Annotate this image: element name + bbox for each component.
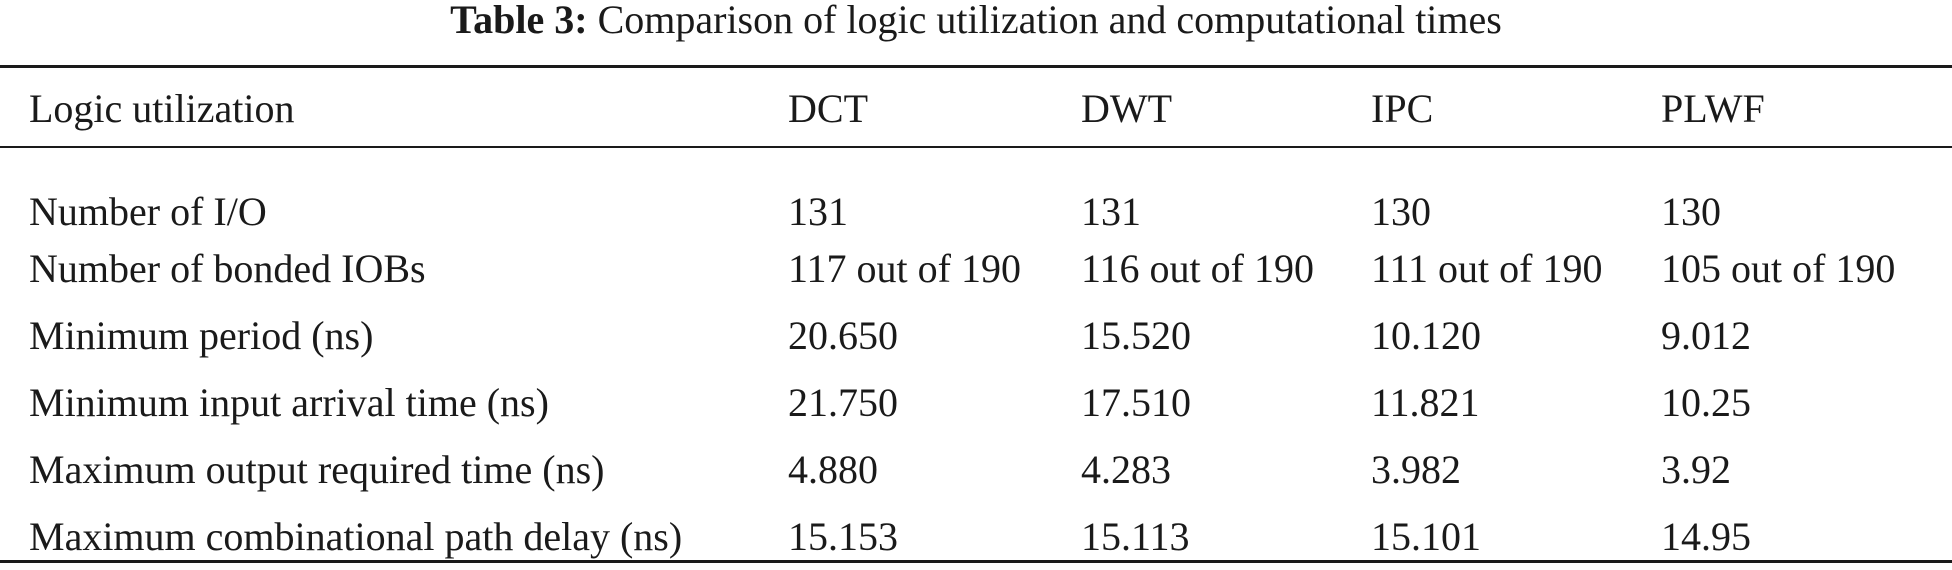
table-cell: 10.120 (1371, 313, 1481, 358)
header-rule (0, 146, 1952, 148)
table-cell: 15.520 (1081, 313, 1191, 358)
table-cell: 9.012 (1661, 313, 1751, 358)
table-cell: 111 out of 190 (1371, 246, 1603, 291)
table-cell: 4.880 (788, 447, 878, 492)
row-label: Minimum period (ns) (29, 313, 374, 358)
table-cell: 3.92 (1661, 447, 1731, 492)
row-label: Number of I/O (29, 189, 267, 234)
table-cell: 117 out of 190 (788, 246, 1021, 291)
table-caption: Table 3: Comparison of logic utilization… (0, 0, 1952, 44)
table-header-row: Logic utilization DCT DWT IPC PLWF (0, 0, 1952, 148)
table-cell: 21.750 (788, 380, 898, 425)
table-row: Number of I/O 131 131 130 130 (0, 148, 1952, 235)
top-rule (0, 65, 1952, 68)
table-cell: 15.113 (1081, 514, 1190, 559)
caption-text: Comparison of logic utilization and comp… (597, 0, 1502, 42)
table-row: Maximum combinational path delay (ns) 15… (0, 503, 1952, 570)
row-label: Minimum input arrival time (ns) (29, 380, 549, 425)
table-cell: 11.821 (1371, 380, 1480, 425)
table-row: Minimum input arrival time (ns) 21.750 1… (0, 369, 1952, 436)
row-label: Number of bonded IOBs (29, 246, 426, 291)
table-cell: 116 out of 190 (1081, 246, 1314, 291)
table-cell: 105 out of 190 (1661, 246, 1896, 291)
row-label: Maximum output required time (ns) (29, 447, 605, 492)
table-cell: 17.510 (1081, 380, 1191, 425)
column-header: DCT (788, 85, 868, 131)
table-row: Minimum period (ns) 20.650 15.520 10.120… (0, 302, 1952, 369)
table-cell: 3.982 (1371, 447, 1461, 492)
column-header: PLWF (1661, 85, 1765, 131)
row-label: Maximum combinational path delay (ns) (29, 514, 683, 559)
column-header: Logic utilization (29, 85, 295, 131)
caption-label: Table 3: (450, 0, 588, 42)
table-cell: 10.25 (1661, 380, 1751, 425)
bottom-rule (0, 560, 1952, 563)
table-cell: 130 (1371, 189, 1431, 234)
table-cell: 15.101 (1371, 514, 1481, 559)
table-cell: 131 (1081, 189, 1141, 234)
table-cell: 130 (1661, 189, 1721, 234)
table-row: Number of bonded IOBs 117 out of 190 116… (0, 235, 1952, 302)
table-cell: 15.153 (788, 514, 898, 559)
table-cell: 131 (788, 189, 848, 234)
table-cell: 4.283 (1081, 447, 1171, 492)
column-header: DWT (1081, 85, 1173, 131)
table-cell: 14.95 (1661, 514, 1751, 559)
column-header: IPC (1371, 85, 1434, 131)
table-cell: 20.650 (788, 313, 898, 358)
table-row: Maximum output required time (ns) 4.880 … (0, 436, 1952, 503)
